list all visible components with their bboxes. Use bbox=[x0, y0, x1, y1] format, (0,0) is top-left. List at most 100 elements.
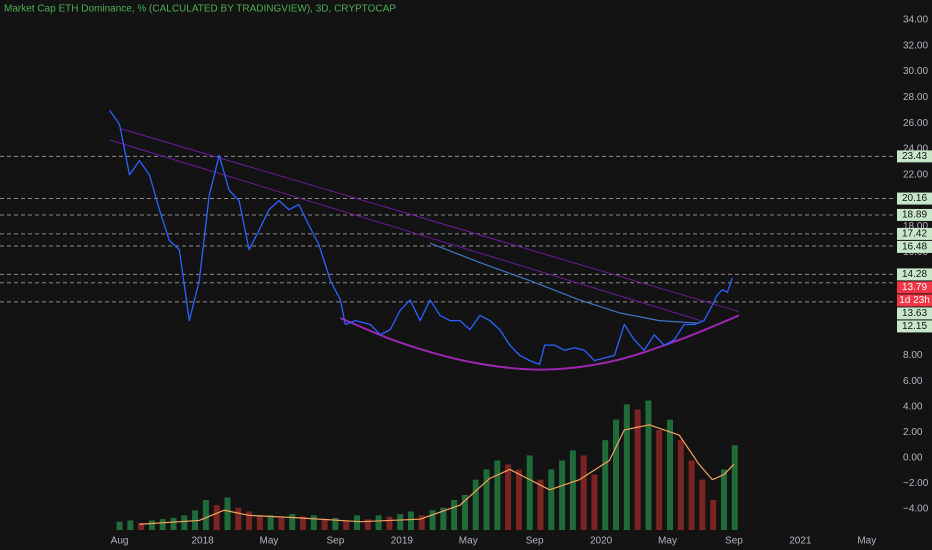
y2-tick-label: 2.00 bbox=[903, 427, 923, 438]
x-tick-label: 2019 bbox=[391, 536, 414, 547]
volume-bar bbox=[138, 522, 145, 530]
price-label: 13.79 bbox=[902, 282, 927, 293]
volume-bar bbox=[332, 517, 339, 530]
volume-bar bbox=[656, 429, 663, 530]
level-label: 13.63 bbox=[902, 308, 927, 319]
volume-bar bbox=[548, 469, 555, 530]
level-label-box bbox=[897, 150, 932, 163]
volume-bar bbox=[515, 469, 522, 530]
y-tick-label: 18.00 bbox=[903, 221, 928, 232]
level-label: 23.43 bbox=[902, 151, 927, 162]
x-tick-label: May bbox=[658, 536, 677, 547]
volume-bar bbox=[559, 460, 566, 530]
volume-bar bbox=[278, 517, 285, 530]
y-tick-label: 8.00 bbox=[903, 350, 923, 361]
x-tick-label: 2020 bbox=[590, 536, 613, 547]
volume-bar bbox=[375, 515, 382, 530]
y-tick-label: 32.00 bbox=[903, 40, 928, 51]
volume-bar bbox=[267, 515, 274, 530]
chart-title: Market Cap ETH Dominance, % (CALCULATED … bbox=[4, 4, 396, 15]
x-tick-label: Sep bbox=[725, 536, 743, 547]
series-line bbox=[429, 242, 700, 324]
volume-bar bbox=[224, 497, 231, 530]
volume-bar bbox=[246, 511, 253, 530]
volume-bar bbox=[483, 469, 490, 530]
y2-tick-label: 4.00 bbox=[903, 402, 923, 413]
level-label-box bbox=[897, 208, 932, 221]
volume-bar bbox=[494, 460, 501, 530]
x-tick-label: Sep bbox=[526, 536, 544, 547]
volume-bar bbox=[397, 514, 404, 530]
volume-bar bbox=[181, 515, 188, 530]
x-tick-label: May bbox=[857, 536, 876, 547]
volume-bar bbox=[645, 400, 652, 530]
volume-bar bbox=[526, 455, 533, 530]
y2-tick-label: 0.00 bbox=[903, 453, 923, 464]
y-tick-label: 30.00 bbox=[903, 66, 928, 77]
volume-bar bbox=[451, 500, 458, 530]
countdown-label: 1d 23h bbox=[899, 295, 930, 306]
volume-bar bbox=[731, 445, 738, 530]
volume-bar bbox=[235, 507, 242, 530]
level-label: 16.48 bbox=[902, 242, 927, 253]
volume-bar bbox=[699, 479, 706, 530]
volume-bar bbox=[505, 464, 512, 530]
x-tick-label: Sep bbox=[327, 536, 345, 547]
level-label-box bbox=[897, 320, 932, 333]
volume-bar bbox=[634, 409, 641, 530]
volume-bar bbox=[386, 516, 393, 530]
volume-bar bbox=[710, 500, 717, 530]
y-tick-label: 28.00 bbox=[903, 92, 928, 103]
series-line bbox=[139, 424, 735, 525]
volume-bar bbox=[591, 474, 598, 530]
volume-bar bbox=[116, 521, 123, 530]
volume-bar bbox=[213, 505, 220, 530]
volume-bar bbox=[300, 516, 307, 530]
price-label-box bbox=[897, 281, 932, 294]
volume-bar bbox=[170, 517, 177, 530]
volume-bar bbox=[580, 455, 587, 530]
level-label-box bbox=[897, 227, 932, 240]
y2-tick-label: −4.00 bbox=[903, 504, 929, 515]
volume-bar bbox=[667, 419, 674, 530]
volume-bar bbox=[364, 519, 371, 530]
volume-bar bbox=[127, 520, 134, 530]
level-label: 12.15 bbox=[902, 321, 927, 332]
volume-bar bbox=[310, 515, 317, 530]
x-tick-label: 2018 bbox=[191, 536, 214, 547]
x-tick-label: May bbox=[260, 536, 279, 547]
volume-bar bbox=[472, 479, 479, 530]
volume-bar bbox=[613, 419, 620, 530]
series-line bbox=[340, 314, 740, 371]
level-label: 14.28 bbox=[902, 269, 927, 280]
level-label-box bbox=[897, 268, 932, 281]
volume-bar bbox=[148, 520, 155, 530]
y-tick-label: 24.00 bbox=[903, 144, 928, 155]
volume-bar bbox=[418, 515, 425, 530]
countdown-label-box bbox=[897, 294, 932, 307]
volume-bar bbox=[429, 510, 436, 530]
series-line bbox=[119, 127, 740, 313]
level-label-box bbox=[897, 192, 932, 205]
y-tick-label: 22.00 bbox=[903, 169, 928, 180]
level-label: 18.89 bbox=[902, 210, 927, 221]
volume-bar bbox=[461, 494, 468, 530]
volume-bar bbox=[256, 515, 263, 530]
series-line bbox=[109, 139, 701, 322]
volume-bar bbox=[289, 514, 296, 530]
level-label-box bbox=[897, 307, 932, 320]
volume-bar bbox=[202, 500, 209, 530]
level-label: 17.42 bbox=[902, 229, 927, 240]
level-label: 20.16 bbox=[902, 193, 927, 204]
y2-tick-label: −2.00 bbox=[903, 478, 929, 489]
x-tick-label: Aug bbox=[111, 536, 129, 547]
volume-bar bbox=[569, 450, 576, 530]
level-label-box bbox=[897, 240, 932, 253]
volume-bar bbox=[354, 515, 361, 530]
volume-bar bbox=[440, 507, 447, 530]
volume-bar bbox=[677, 440, 684, 530]
volume-bar bbox=[537, 479, 544, 530]
